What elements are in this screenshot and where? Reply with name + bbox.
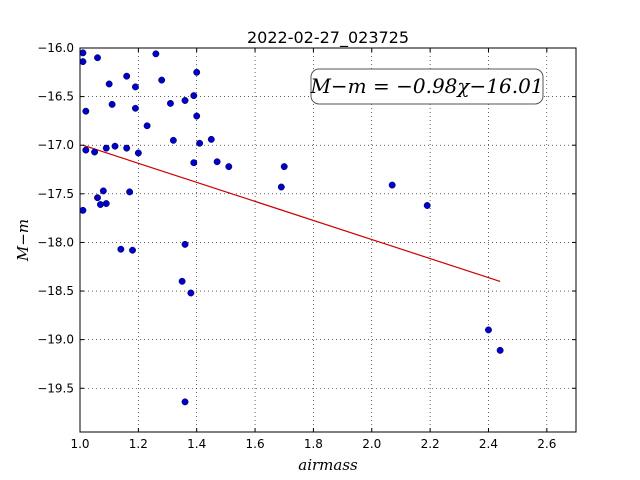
data-point <box>277 183 285 191</box>
data-point <box>213 158 221 166</box>
x-tick-label: 2.6 <box>537 437 556 451</box>
annotation-text: M−m = −0.98χ−16.01 <box>309 74 543 98</box>
data-point <box>181 97 189 104</box>
x-tick-label: 2.0 <box>362 437 381 451</box>
x-axis-ticks: 1.0 1.2 1.4 1.6 1.8 2.0 2.2 2.4 2.6 <box>70 48 556 451</box>
y-tick-label: −17.0 <box>37 138 74 152</box>
y-axis-label: M−m <box>14 219 32 262</box>
data-point <box>123 72 131 80</box>
x-tick-label: 1.0 <box>70 437 89 451</box>
data-point <box>102 144 110 152</box>
data-point <box>82 146 90 154</box>
data-point <box>99 187 107 195</box>
data-point <box>280 163 288 171</box>
data-point <box>178 277 186 285</box>
data-point <box>117 245 125 253</box>
y-tick-label: −16.0 <box>37 41 74 55</box>
data-point <box>143 122 151 130</box>
data-point <box>79 58 87 66</box>
data-point <box>158 76 166 84</box>
y-tick-label: −19.0 <box>37 333 74 347</box>
data-point <box>187 289 195 297</box>
data-point <box>152 50 160 58</box>
fit-line-group <box>82 144 501 283</box>
x-axis-label: airmass <box>298 456 358 474</box>
fit-line <box>82 144 501 283</box>
data-point <box>131 104 139 112</box>
annotation-box: M−m = −0.98χ−16.01 <box>309 68 544 105</box>
data-point <box>94 54 101 62</box>
data-point <box>91 148 99 156</box>
data-point <box>193 112 201 120</box>
data-point <box>207 135 215 143</box>
y-tick-label: −18.0 <box>37 235 74 249</box>
y-tick-label: −19.5 <box>37 381 74 395</box>
data-point <box>129 246 136 254</box>
data-point <box>181 240 189 248</box>
data-point <box>181 398 189 406</box>
x-tick-label: 1.2 <box>129 437 148 451</box>
y-tick-label: −16.5 <box>37 90 74 104</box>
data-point <box>423 202 431 209</box>
data-point <box>126 188 134 196</box>
data-points <box>79 49 504 406</box>
data-point <box>190 159 198 167</box>
data-point <box>388 181 396 189</box>
chart-title: 2022-02-27_023725 <box>247 28 409 48</box>
data-point <box>166 99 174 107</box>
grid <box>79 47 576 432</box>
data-point <box>196 139 204 147</box>
data-point <box>123 144 131 152</box>
data-point <box>193 68 201 76</box>
data-point <box>79 206 87 214</box>
data-point <box>169 136 177 144</box>
data-point <box>190 92 198 100</box>
plot-frame <box>79 47 577 433</box>
data-point <box>134 149 142 157</box>
x-tick-label: 2.4 <box>479 437 498 451</box>
x-tick-label: 2.2 <box>421 437 440 451</box>
data-point <box>485 326 492 334</box>
data-point <box>105 80 113 88</box>
data-point <box>96 201 104 208</box>
y-tick-label: −18.5 <box>37 284 74 298</box>
x-tick-label: 1.6 <box>246 437 265 451</box>
y-tick-label: −17.5 <box>37 187 74 201</box>
data-point <box>102 200 110 207</box>
data-point <box>225 163 233 171</box>
data-point <box>111 142 119 150</box>
data-point <box>496 346 504 354</box>
data-point <box>94 194 101 202</box>
data-point <box>108 100 116 108</box>
data-point <box>82 107 90 115</box>
data-point <box>131 83 139 91</box>
y-axis-ticks: −16.0 −16.5 −17.0 −17.5 −18.0 −18.5 −19.0 −19.5 <box>37 41 576 395</box>
x-tick-label: 1.4 <box>187 437 206 451</box>
x-tick-label: 1.8 <box>304 437 323 451</box>
data-point <box>79 49 87 57</box>
